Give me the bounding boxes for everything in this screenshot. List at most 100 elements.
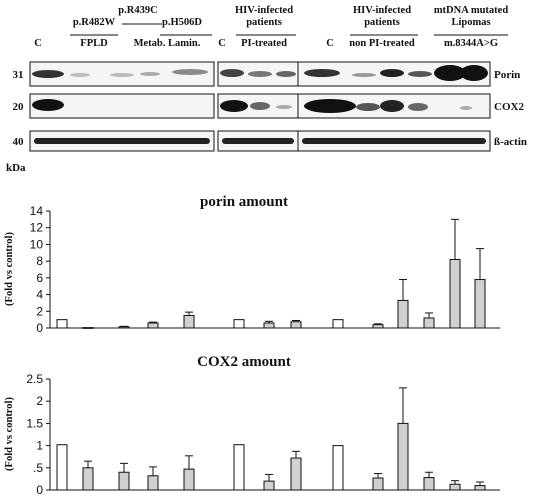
bar <box>233 319 245 329</box>
band-porin-7 <box>248 71 272 77</box>
chart-title: COX2 amount <box>197 354 291 370</box>
header-pi-line2: patients <box>246 17 282 28</box>
band-porin-14 <box>460 65 488 81</box>
band-porin-13 <box>434 65 466 81</box>
y-tick-label: 8 <box>36 254 43 268</box>
bar <box>290 457 302 491</box>
blot-headers: C p.R482W FPLD p.R439C p.H506D Metab. La… <box>34 5 508 49</box>
bar <box>372 324 384 329</box>
y-tick-label: 0 <box>36 483 43 497</box>
bar <box>263 322 275 329</box>
y-tick-label: 14 <box>30 204 44 218</box>
y-tick-label: 12 <box>30 221 44 235</box>
kda-porin: 31 <box>13 69 24 81</box>
header-control-2: C <box>218 38 226 49</box>
band-cox2-6 <box>220 100 248 112</box>
bar <box>263 480 275 491</box>
bar <box>332 319 344 329</box>
chart-porin-amount: porin amount (Fold vs control) 0 2 4 6 8 10 12 14 <box>4 194 500 335</box>
y-tick-label: 0 <box>36 321 43 335</box>
band-porin-5 <box>172 69 208 75</box>
label-cox2: COX2 <box>494 101 524 113</box>
y-tick-label: 1.5 <box>26 416 43 430</box>
bar <box>56 319 68 329</box>
bar <box>118 326 130 329</box>
bar <box>397 299 409 329</box>
band-cox2-11 <box>380 100 404 112</box>
bar <box>183 314 195 329</box>
kda-cox2: 20 <box>13 101 25 113</box>
bar <box>183 468 195 491</box>
kda-actin: 40 <box>13 136 25 148</box>
band-porin-4 <box>140 72 160 76</box>
bar <box>474 279 486 329</box>
band-cox2-10 <box>356 103 380 111</box>
band-cox2-9 <box>304 99 356 113</box>
header-metab-extra: p.H506D <box>162 17 202 28</box>
y-tick-label: 4 <box>36 288 43 302</box>
bar <box>147 322 159 329</box>
header-control-3: C <box>326 38 334 49</box>
chart-cox2-amount: COX2 amount (Fold vs control) 0 .5 1 1.5 2 2.5 <box>4 354 500 497</box>
band-actin-left <box>34 138 210 144</box>
y-tick-label: 1 <box>36 439 43 453</box>
bar <box>474 485 486 491</box>
y-axis-label: (Fold vs control) <box>4 397 15 471</box>
bar <box>372 477 384 491</box>
y-tick-label: 2 <box>36 304 43 318</box>
band-porin-6 <box>220 69 244 77</box>
band-porin-8 <box>276 71 296 77</box>
bar <box>397 422 409 491</box>
band-cox2-1 <box>32 99 64 111</box>
blot-row-labels: 31 20 40 kDa Porin COX2 ß-actin <box>6 69 527 174</box>
label-porin: Porin <box>494 69 520 81</box>
bar <box>82 327 94 329</box>
band-porin-2 <box>70 73 90 77</box>
bar <box>233 444 245 491</box>
bar <box>147 475 159 491</box>
header-metab-line1: p.R439C <box>118 5 157 16</box>
band-actin-right-1 <box>222 138 294 144</box>
kda-unit-label: kDa <box>6 162 26 174</box>
band-porin-12 <box>408 71 432 77</box>
band-porin-11 <box>380 69 404 77</box>
band-actin-right-2 <box>302 138 486 144</box>
header-nonpi-line3: non PI-treated <box>349 38 415 49</box>
header-lipoma-line1: mtDNA mutated <box>434 5 509 16</box>
bar <box>290 321 302 329</box>
y-tick-label: 10 <box>30 237 44 251</box>
y-axis-label: (Fold vs control) <box>4 232 15 306</box>
header-fpld-line2: FPLD <box>80 38 108 49</box>
bar <box>118 471 130 491</box>
bar <box>449 258 461 329</box>
header-nonpi-line1: HIV-infected <box>353 5 411 16</box>
bar <box>82 467 94 491</box>
header-fpld-line1: p.R482W <box>73 17 116 28</box>
header-control-1: C <box>34 38 42 49</box>
header-pi-line1: HIV-infected <box>235 5 293 16</box>
band-cox2-12 <box>408 103 428 111</box>
chart-title: porin amount <box>200 194 288 210</box>
bar <box>449 483 461 491</box>
bar <box>56 444 68 491</box>
blot-bands <box>32 65 488 144</box>
label-actin: ß-actin <box>494 136 527 148</box>
y-tick-label: 6 <box>36 271 43 285</box>
header-lipoma-line3: m.8344A>G <box>444 38 498 49</box>
bar <box>332 445 344 491</box>
band-porin-9 <box>304 69 340 77</box>
header-lipoma-line2: Lipomas <box>451 17 490 28</box>
header-pi-line3: PI-treated <box>241 38 287 49</box>
band-cox2-8 <box>276 105 292 109</box>
y-tick-label: .5 <box>33 461 43 475</box>
y-tick-label: 2.5 <box>26 372 43 386</box>
header-metab-line2: Metab. Lamin. <box>134 38 201 49</box>
band-porin-1 <box>32 70 64 78</box>
header-nonpi-line2: patients <box>364 17 400 28</box>
band-porin-3 <box>110 73 134 77</box>
y-tick-label: 2 <box>36 394 43 408</box>
band-cox2-7 <box>250 102 270 110</box>
bar <box>423 317 435 329</box>
band-cox2-13 <box>460 106 472 110</box>
